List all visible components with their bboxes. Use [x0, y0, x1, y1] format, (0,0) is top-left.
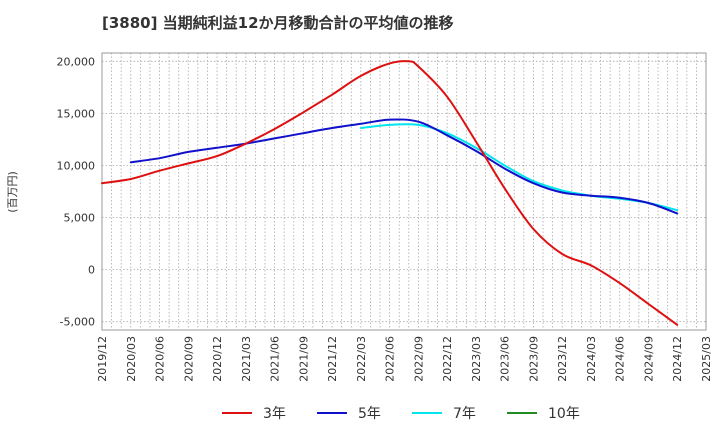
x-tick-label: 2024/12: [671, 336, 684, 382]
x-tick-label: 2024/06: [614, 336, 627, 382]
plot-background: [102, 53, 706, 330]
grid-lines: [102, 53, 706, 330]
x-axis-ticks: 2019/12 2020/03 2020/06 2020/09 2020/12 2021/…: [96, 336, 713, 382]
x-tick-label: 2020/03: [125, 336, 138, 382]
y-tick-label: 10,000: [57, 159, 96, 172]
series-lines: [101, 60, 679, 326]
x-tick-label: 2019/12: [96, 336, 109, 382]
y-axis-label: (百万円): [6, 171, 19, 213]
x-tick-label: 2022/06: [384, 336, 397, 382]
legend-label: 5年: [358, 406, 381, 422]
series-line-5年: [129, 118, 679, 215]
x-tick-label: 2021/06: [269, 336, 282, 382]
legend: 3年 5年 7年 10年: [222, 406, 580, 422]
x-tick-label: 2023/03: [470, 336, 483, 382]
series-line-3年: [101, 60, 679, 326]
x-tick-label: 2020/06: [154, 336, 167, 382]
x-tick-label: 2020/12: [211, 336, 224, 382]
x-tick-label: 2024/03: [585, 336, 598, 382]
x-tick-label: 2023/06: [499, 336, 512, 382]
y-tick-label: -5,000: [60, 316, 95, 329]
y-tick-label: 20,000: [57, 55, 96, 68]
x-tick-label: 2021/03: [240, 336, 253, 382]
x-tick-label: 2022/03: [355, 336, 368, 382]
chart-title: [3880] 当期純利益12か月移動合計の平均値の推移: [102, 14, 454, 32]
x-tick-label: 2025/03: [700, 336, 713, 382]
x-tick-label: 2024/09: [642, 336, 655, 382]
y-axis-ticks: -5,000 0 5,000 10,000 15,000 20,000: [57, 55, 96, 328]
series-line-7年: [359, 123, 679, 212]
legend-label: 7年: [453, 406, 476, 422]
y-tick-label: 0: [88, 264, 95, 277]
x-tick-label: 2020/09: [182, 336, 195, 382]
x-tick-label: 2021/12: [326, 336, 339, 382]
x-tick-label: 2022/12: [441, 336, 454, 382]
plot-frame: [101, 52, 707, 331]
x-tick-label: 2021/09: [297, 336, 310, 382]
x-tick-label: 2023/09: [527, 336, 540, 382]
x-tick-label: 2022/09: [412, 336, 425, 382]
x-tick-label: 2023/12: [556, 336, 569, 382]
y-tick-label: 15,000: [57, 107, 96, 120]
legend-label: 10年: [548, 406, 580, 422]
legend-label: 3年: [263, 406, 286, 422]
y-tick-label: 5,000: [64, 212, 96, 225]
